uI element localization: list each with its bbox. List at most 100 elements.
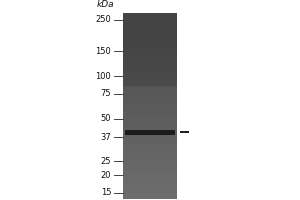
Bar [123, 75, 177, 76]
Bar [123, 94, 177, 95]
Bar [123, 122, 177, 123]
Bar [123, 50, 177, 52]
Bar [123, 146, 177, 148]
Bar [123, 44, 177, 45]
Bar [123, 109, 177, 111]
Bar [123, 179, 177, 181]
Bar [123, 87, 177, 89]
Bar [124, 130, 176, 135]
Bar [123, 174, 177, 176]
Bar [123, 103, 177, 104]
Bar [123, 187, 177, 188]
Bar [123, 16, 177, 17]
Bar [123, 164, 177, 165]
Bar [123, 58, 177, 59]
Bar [123, 61, 177, 62]
Bar [123, 34, 177, 36]
Bar [123, 45, 177, 47]
Bar [123, 123, 177, 125]
Bar [123, 193, 177, 195]
Bar [123, 114, 177, 115]
Bar [123, 131, 177, 132]
Bar [123, 66, 177, 67]
Bar [123, 195, 177, 196]
Bar [123, 42, 177, 44]
Bar [123, 17, 177, 19]
Bar [123, 171, 177, 173]
Bar [123, 142, 177, 143]
Text: 75: 75 [100, 89, 111, 98]
Bar [123, 143, 177, 145]
Bar [123, 178, 177, 179]
Bar [123, 38, 177, 39]
Bar [123, 115, 177, 117]
Bar [123, 125, 177, 126]
Bar [123, 154, 177, 156]
Bar [123, 100, 177, 101]
Bar [123, 83, 177, 84]
Bar [123, 159, 177, 160]
Bar [123, 13, 177, 14]
Bar [123, 196, 177, 198]
Text: 20: 20 [101, 171, 111, 180]
Bar [123, 145, 177, 146]
Bar [123, 89, 177, 90]
Bar [123, 92, 177, 94]
Bar [123, 98, 177, 100]
Bar [123, 76, 177, 78]
Bar [123, 27, 177, 28]
Bar [123, 198, 177, 199]
Bar [123, 95, 177, 97]
Bar [123, 173, 177, 174]
Bar [123, 139, 177, 140]
Bar [123, 181, 177, 182]
Bar [123, 188, 177, 190]
Bar [123, 118, 177, 120]
Text: 37: 37 [100, 133, 111, 142]
Bar [123, 117, 177, 118]
Bar [123, 90, 177, 92]
Bar [123, 108, 177, 109]
Bar [123, 55, 177, 56]
Bar [123, 70, 177, 72]
Bar [123, 112, 177, 114]
Bar [123, 120, 177, 122]
Bar [123, 153, 177, 154]
Bar [123, 59, 177, 61]
Bar [123, 41, 177, 42]
Bar [123, 182, 177, 184]
Bar [123, 84, 177, 86]
Bar [123, 184, 177, 185]
Bar [123, 157, 177, 159]
Bar [123, 47, 177, 48]
Bar [123, 136, 177, 137]
Bar [123, 137, 177, 139]
Text: 150: 150 [95, 47, 111, 56]
Bar [123, 81, 177, 83]
Bar [123, 111, 177, 112]
Text: kDa: kDa [97, 0, 114, 9]
Bar [123, 134, 177, 136]
Bar [123, 170, 177, 171]
Bar [123, 101, 177, 103]
Bar [123, 148, 177, 150]
Text: 250: 250 [95, 15, 111, 24]
Bar [123, 72, 177, 73]
Bar [123, 67, 177, 69]
Bar [123, 192, 177, 193]
Bar [123, 64, 177, 66]
Bar [123, 151, 177, 153]
Text: 25: 25 [101, 157, 111, 166]
Bar [123, 20, 177, 22]
Bar [123, 129, 177, 131]
Bar [123, 126, 177, 128]
Bar [123, 33, 177, 34]
Bar [123, 140, 177, 142]
Bar [123, 167, 177, 168]
Text: 50: 50 [101, 114, 111, 123]
Bar [123, 25, 177, 27]
Bar [123, 106, 177, 108]
Bar [123, 162, 177, 164]
Bar [123, 190, 177, 192]
Bar [123, 104, 177, 106]
